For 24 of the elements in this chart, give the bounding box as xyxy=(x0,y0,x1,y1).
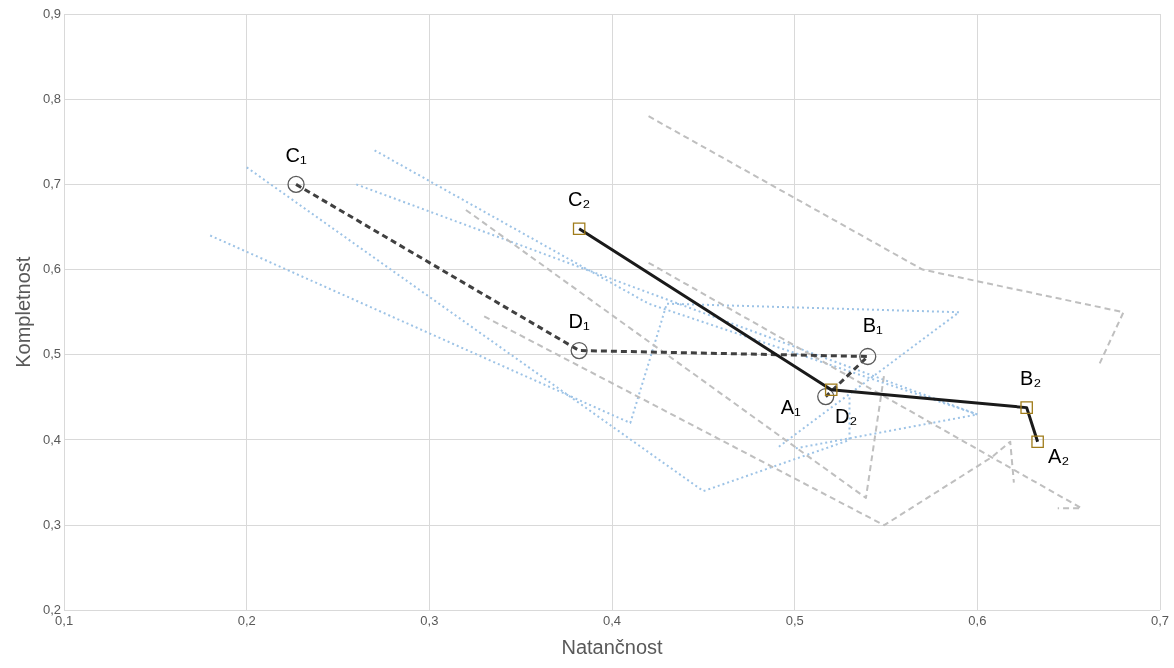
y-tick-label: 0,8 xyxy=(42,90,62,106)
annotation: B₂ xyxy=(1020,367,1042,390)
annotation: A₁ xyxy=(780,396,802,419)
x-tick-label: 0,4 xyxy=(603,612,622,628)
y-tick-label: 0,7 xyxy=(42,175,62,191)
annotation: D₁ xyxy=(568,310,590,333)
y-axis-title: Kompletnost xyxy=(11,256,34,368)
x-tick-label: 0,2 xyxy=(237,612,256,628)
annotation: B₁ xyxy=(862,314,884,337)
y-tick-label: 0,3 xyxy=(42,516,62,532)
x-tick-label: 0,7 xyxy=(1150,612,1170,628)
x-tick-label: 0,3 xyxy=(420,612,439,628)
y-tick-label: 0,2 xyxy=(42,601,62,617)
y-tick-label: 0,9 xyxy=(42,5,62,21)
x-tick-label: 0,5 xyxy=(785,612,804,628)
y-tick-label: 0,4 xyxy=(42,431,62,447)
annotation: C₁ xyxy=(285,143,307,166)
x-tick-label: 0,6 xyxy=(968,612,987,628)
x-axis-title: Natančnost xyxy=(561,635,664,658)
annotation: A₂ xyxy=(1048,445,1070,468)
annotation: C₂ xyxy=(568,188,591,211)
y-tick-label: 0,5 xyxy=(42,346,62,362)
annotation: D₂ xyxy=(835,405,858,428)
y-tick-label: 0,6 xyxy=(42,261,62,277)
